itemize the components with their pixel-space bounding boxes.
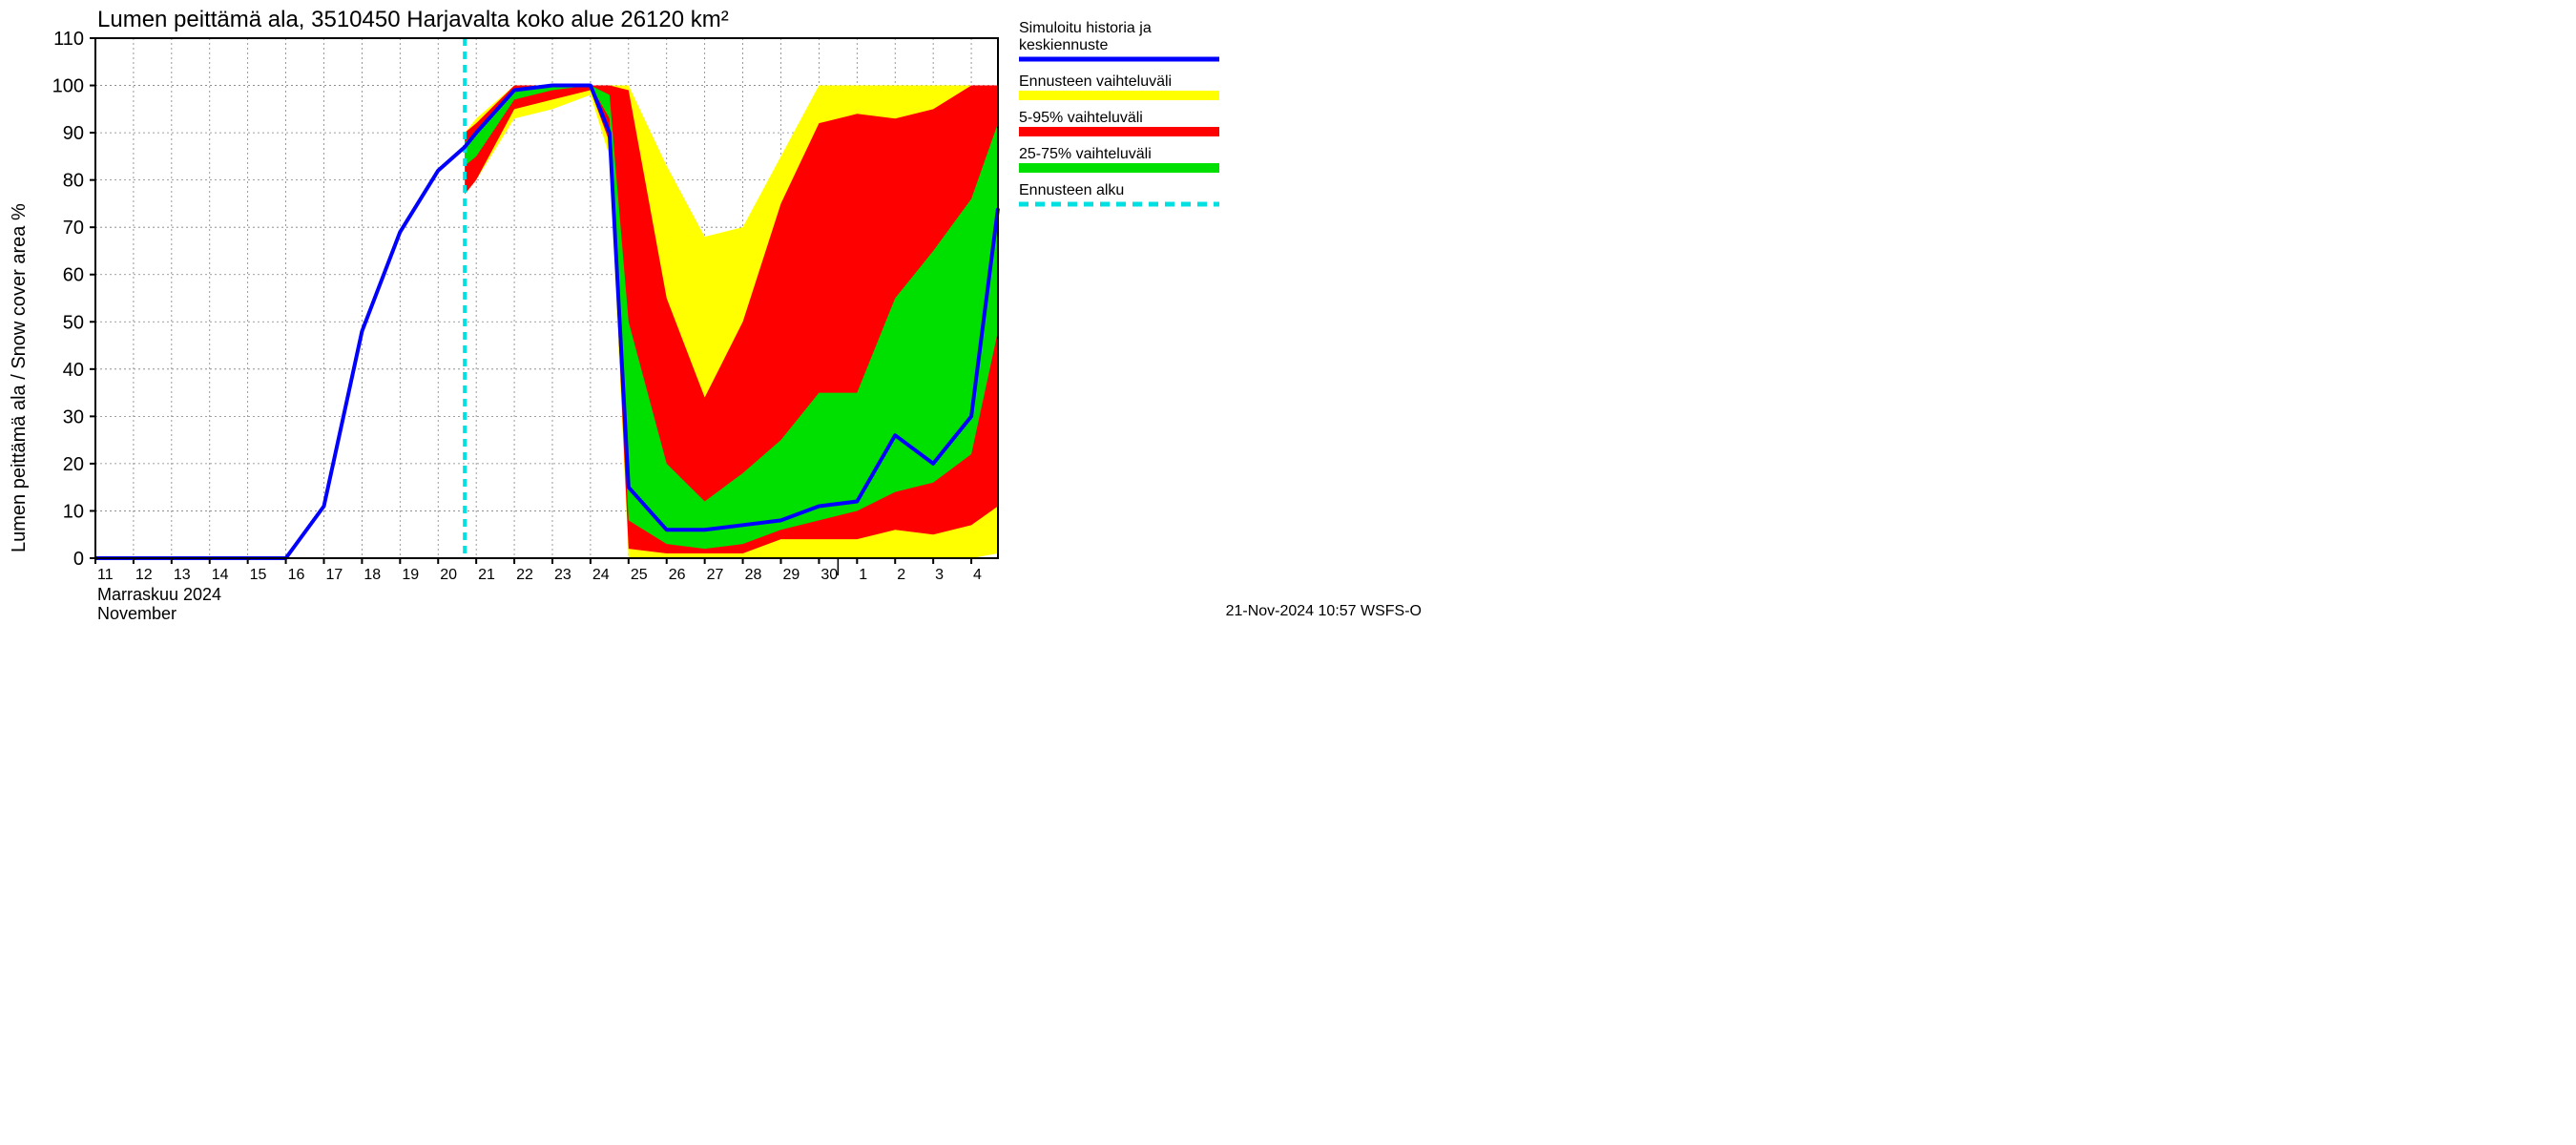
xtick-label: 24 <box>592 567 610 583</box>
xtick-label: 18 <box>364 567 381 583</box>
ytick-label: 50 <box>63 312 84 333</box>
xtick-label: 20 <box>440 567 457 583</box>
ytick-label: 80 <box>63 171 84 192</box>
ytick-label: 110 <box>53 29 84 50</box>
xtick-label: 22 <box>516 567 533 583</box>
legend-label: Ennusteen alku <box>1019 182 1124 198</box>
xtick-label: 14 <box>212 567 229 583</box>
ytick-label: 60 <box>63 265 84 286</box>
ytick-label: 90 <box>63 123 84 144</box>
xtick-label: 21 <box>478 567 495 583</box>
xtick-label: 12 <box>135 567 153 583</box>
ytick-label: 20 <box>63 454 84 475</box>
xtick-label: 1 <box>859 567 867 583</box>
xtick-label: 23 <box>554 567 571 583</box>
xtick-label: 13 <box>174 567 191 583</box>
footer-timestamp: 21-Nov-2024 10:57 WSFS-O <box>1226 603 1422 619</box>
legend-label: Ennusteen vaihteluväli <box>1019 73 1172 90</box>
ytick-label: 100 <box>52 76 84 97</box>
xtick-label: 16 <box>288 567 305 583</box>
chart-title: Lumen peittämä ala, 3510450 Harjavalta k… <box>97 7 729 32</box>
ytick-label: 0 <box>73 549 84 570</box>
xtick-label: 3 <box>935 567 944 583</box>
xtick-label: 28 <box>745 567 762 583</box>
xtick-label: 25 <box>631 567 648 583</box>
legend-label: 5-95% vaihteluväli <box>1019 110 1143 126</box>
legend-label: 25-75% vaihteluväli <box>1019 146 1152 162</box>
legend-label: Simuloitu historia ja <box>1019 20 1152 36</box>
legend-swatch-band <box>1019 163 1219 173</box>
ytick-label: 10 <box>63 501 84 522</box>
legend-label2: keskiennuste <box>1019 37 1108 53</box>
legend-swatch-band <box>1019 91 1219 100</box>
xtick-label: 30 <box>821 567 838 583</box>
xtick-label: 26 <box>669 567 686 583</box>
xtick-label: 17 <box>325 567 343 583</box>
xtick-label: 2 <box>897 567 905 583</box>
ytick-label: 30 <box>63 406 84 427</box>
xtick-label: 29 <box>782 567 800 583</box>
x-month-label-fi: Marraskuu 2024 <box>97 585 221 604</box>
xtick-label: 4 <box>973 567 982 583</box>
legend-swatch-band <box>1019 127 1219 136</box>
ytick-label: 40 <box>63 360 84 381</box>
ytick-label: 70 <box>63 218 84 239</box>
y-axis-label: Lumen peittämä ala / Snow cover area % <box>9 203 30 552</box>
xtick-label: 27 <box>707 567 724 583</box>
x-month-label-en: November <box>97 604 177 623</box>
xtick-label: 11 <box>97 567 114 583</box>
xtick-label: 15 <box>250 567 267 583</box>
xtick-label: 19 <box>402 567 419 583</box>
